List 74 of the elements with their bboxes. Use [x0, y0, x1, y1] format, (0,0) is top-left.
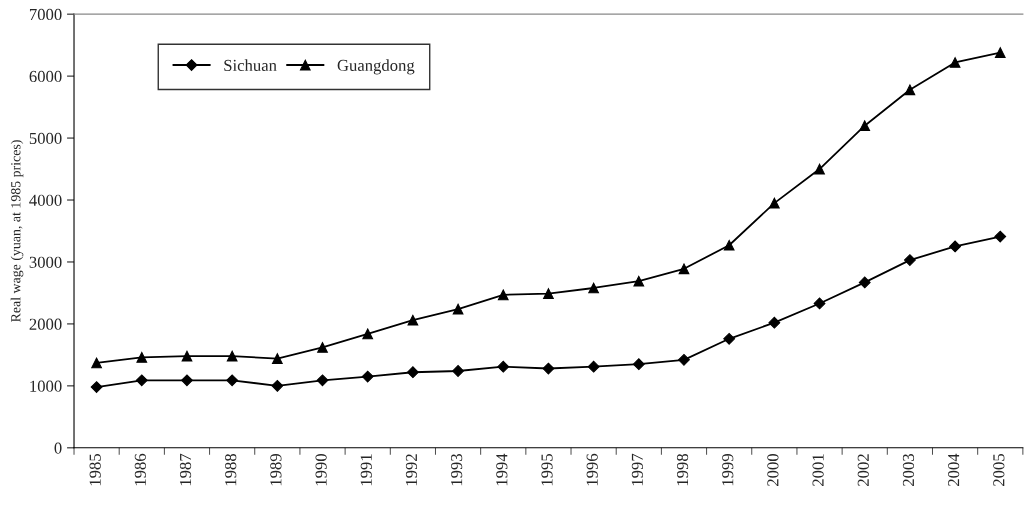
point [587, 360, 600, 373]
point [633, 275, 645, 287]
y-axis-title: Real wage (yuan, at 1985 prices) [10, 140, 24, 322]
x-tick-label: 2003 [902, 454, 915, 486]
point [497, 360, 510, 373]
y-tick-label: 6000 [29, 70, 62, 83]
point [723, 239, 735, 251]
point [994, 230, 1007, 243]
x-tick-label: 1992 [405, 454, 418, 486]
point [316, 374, 329, 387]
x-tick-label: 1999 [722, 454, 734, 486]
point [136, 351, 148, 363]
x-tick-label: 1986 [134, 453, 146, 486]
x-tick-label: 2001 [812, 454, 824, 486]
point [226, 350, 238, 362]
x-tick-label: 2005 [993, 454, 1005, 486]
point [678, 263, 690, 275]
y-tick-label: 0 [54, 442, 62, 454]
point [768, 316, 781, 329]
point [542, 362, 555, 375]
y-tick-label: 5000 [29, 132, 62, 145]
point [181, 350, 193, 362]
point [406, 366, 419, 379]
x-tick-label: 1996 [586, 453, 598, 486]
x-tick-label: 1989 [270, 454, 282, 486]
point [407, 314, 419, 326]
point [452, 303, 464, 315]
point [903, 254, 916, 267]
x-tick-label: 2004 [948, 453, 960, 486]
point [226, 374, 239, 387]
x-tick-label: 1997 [631, 453, 643, 486]
x-tick-label: 1994 [496, 453, 508, 486]
point [904, 84, 916, 96]
y-tick-label: 7000 [29, 8, 62, 21]
point [271, 353, 283, 364]
point [588, 282, 599, 294]
point [858, 276, 871, 289]
point [994, 47, 1006, 58]
point [543, 288, 554, 299]
point [723, 332, 736, 345]
point [678, 353, 690, 366]
y-tick-label: 3000 [29, 256, 62, 268]
x-tick-label: 1988 [225, 454, 237, 486]
x-tick-label: 1985 [89, 454, 101, 486]
point [813, 297, 826, 310]
x-tick-label: 1995 [541, 454, 553, 486]
point [949, 57, 961, 68]
x-tick-label: 2002 [857, 454, 869, 486]
legend-label: Sichuan [224, 59, 277, 72]
x-tick-label: 1987 [179, 453, 192, 486]
x-tick-label: 1993 [451, 454, 463, 486]
x-tick-label: 2000 [767, 454, 779, 486]
point [271, 379, 284, 392]
point [135, 374, 148, 387]
x-tick-label: 1990 [315, 454, 327, 486]
legend-label: Guangdong [337, 59, 415, 75]
point [949, 240, 962, 253]
point [361, 370, 374, 383]
point [814, 163, 825, 175]
y-tick-label: 1000 [30, 380, 62, 392]
point [497, 289, 509, 301]
point [181, 374, 193, 387]
point [632, 358, 645, 371]
y-tick-label: 2000 [29, 318, 62, 330]
point [768, 197, 780, 209]
point [91, 357, 102, 369]
point [90, 381, 103, 394]
point [452, 365, 464, 377]
x-tick-label: 1991 [360, 454, 372, 486]
y-tick-label: 4000 [29, 194, 62, 206]
point [859, 120, 871, 132]
point [362, 328, 374, 340]
x-tick-label: 1998 [676, 454, 689, 486]
point [317, 342, 328, 353]
